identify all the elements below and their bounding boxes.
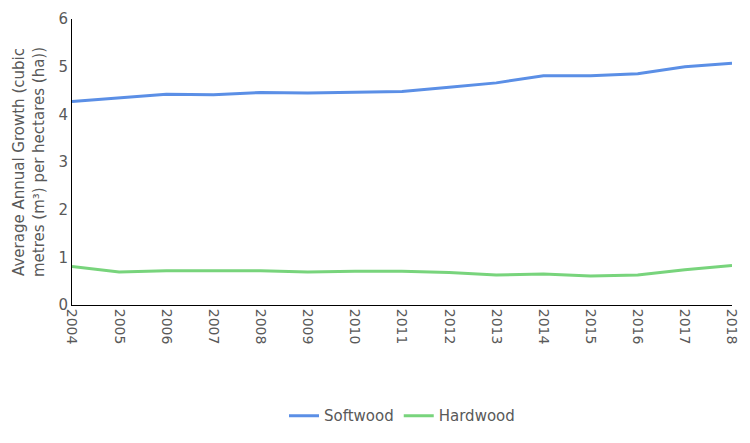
svg-text:2006: 2006	[159, 309, 175, 345]
svg-text:2014: 2014	[536, 309, 552, 345]
svg-text:2010: 2010	[347, 309, 363, 345]
svg-text:2008: 2008	[253, 309, 269, 345]
svg-text:2005: 2005	[112, 309, 128, 345]
svg-text:2011: 2011	[394, 309, 410, 345]
svg-text:2018: 2018	[724, 309, 740, 345]
svg-text:2007: 2007	[206, 309, 222, 345]
svg-text:5: 5	[58, 58, 68, 76]
svg-text:0: 0	[58, 296, 68, 314]
svg-text:2017: 2017	[677, 309, 693, 345]
svg-text:4: 4	[58, 106, 68, 124]
svg-text:6: 6	[58, 10, 68, 28]
svg-text:2: 2	[58, 201, 68, 219]
svg-text:Hardwood: Hardwood	[439, 407, 515, 425]
svg-text:2013: 2013	[489, 309, 505, 345]
svg-text:2016: 2016	[630, 309, 646, 345]
svg-text:Average Annual Growth (cubicme: Average Annual Growth (cubicmetres (m³) …	[10, 47, 48, 277]
svg-text:1: 1	[58, 249, 68, 267]
svg-text:2012: 2012	[442, 309, 458, 345]
svg-text:2004: 2004	[64, 309, 80, 345]
svg-text:2015: 2015	[583, 309, 599, 345]
svg-text:3: 3	[58, 153, 68, 171]
svg-text:2009: 2009	[300, 309, 316, 345]
svg-text:Softwood: Softwood	[324, 407, 394, 425]
